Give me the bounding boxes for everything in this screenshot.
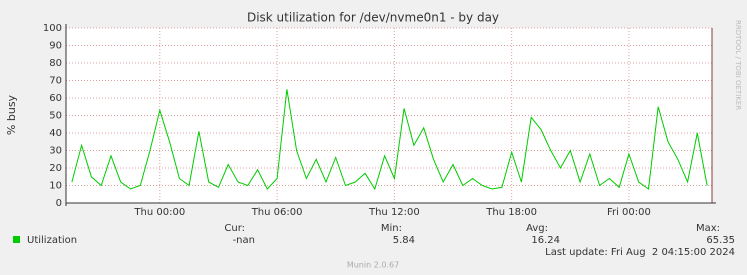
plot-area — [66, 28, 712, 203]
stat-value: -nan — [233, 235, 255, 246]
x-tick-label: Thu 18:00 — [485, 207, 537, 218]
x-tick-label: Thu 00:00 — [133, 207, 185, 218]
last-update: Last update: Fri Aug 2 04:15:00 2024 — [545, 247, 735, 258]
stat-header: Avg: — [526, 223, 548, 234]
y-tick-label: 0 — [56, 198, 62, 209]
stat-header: Max: — [696, 223, 720, 234]
y-tick-label: 10 — [49, 181, 62, 192]
y-tick-label: 40 — [49, 128, 62, 139]
y-tick-label: 60 — [49, 93, 62, 104]
side-label: RRDTOOL / TOBI OETIKER — [734, 20, 742, 110]
y-tick-label: 30 — [49, 146, 62, 157]
footer: Munin 2.0.67 — [347, 261, 399, 270]
y-tick-label: 100 — [43, 23, 62, 34]
x-tick-label: Thu 06:00 — [251, 207, 303, 218]
y-tick-label: 50 — [49, 111, 62, 122]
stat-value: 16.24 — [531, 235, 560, 246]
y-tick-label: 90 — [49, 41, 62, 52]
y-tick-label: 20 — [49, 163, 62, 174]
legend-label: Utilization — [27, 235, 77, 246]
series-line — [71, 89, 708, 191]
chart-title: Disk utilization for /dev/nvme0n1 - by d… — [247, 11, 499, 25]
legend-swatch — [13, 236, 20, 243]
y-axis-label: % busy — [5, 94, 18, 135]
x-tick-label: Fri 00:00 — [607, 207, 651, 218]
stat-header: Min: — [381, 223, 402, 234]
stat-header: Cur: — [224, 223, 245, 234]
y-tick-label: 80 — [49, 58, 62, 69]
stat-value: 65.35 — [706, 235, 735, 246]
stat-value: 5.84 — [393, 235, 415, 246]
x-tick-label: Thu 12:00 — [368, 207, 420, 218]
y-tick-label: 70 — [49, 76, 62, 87]
